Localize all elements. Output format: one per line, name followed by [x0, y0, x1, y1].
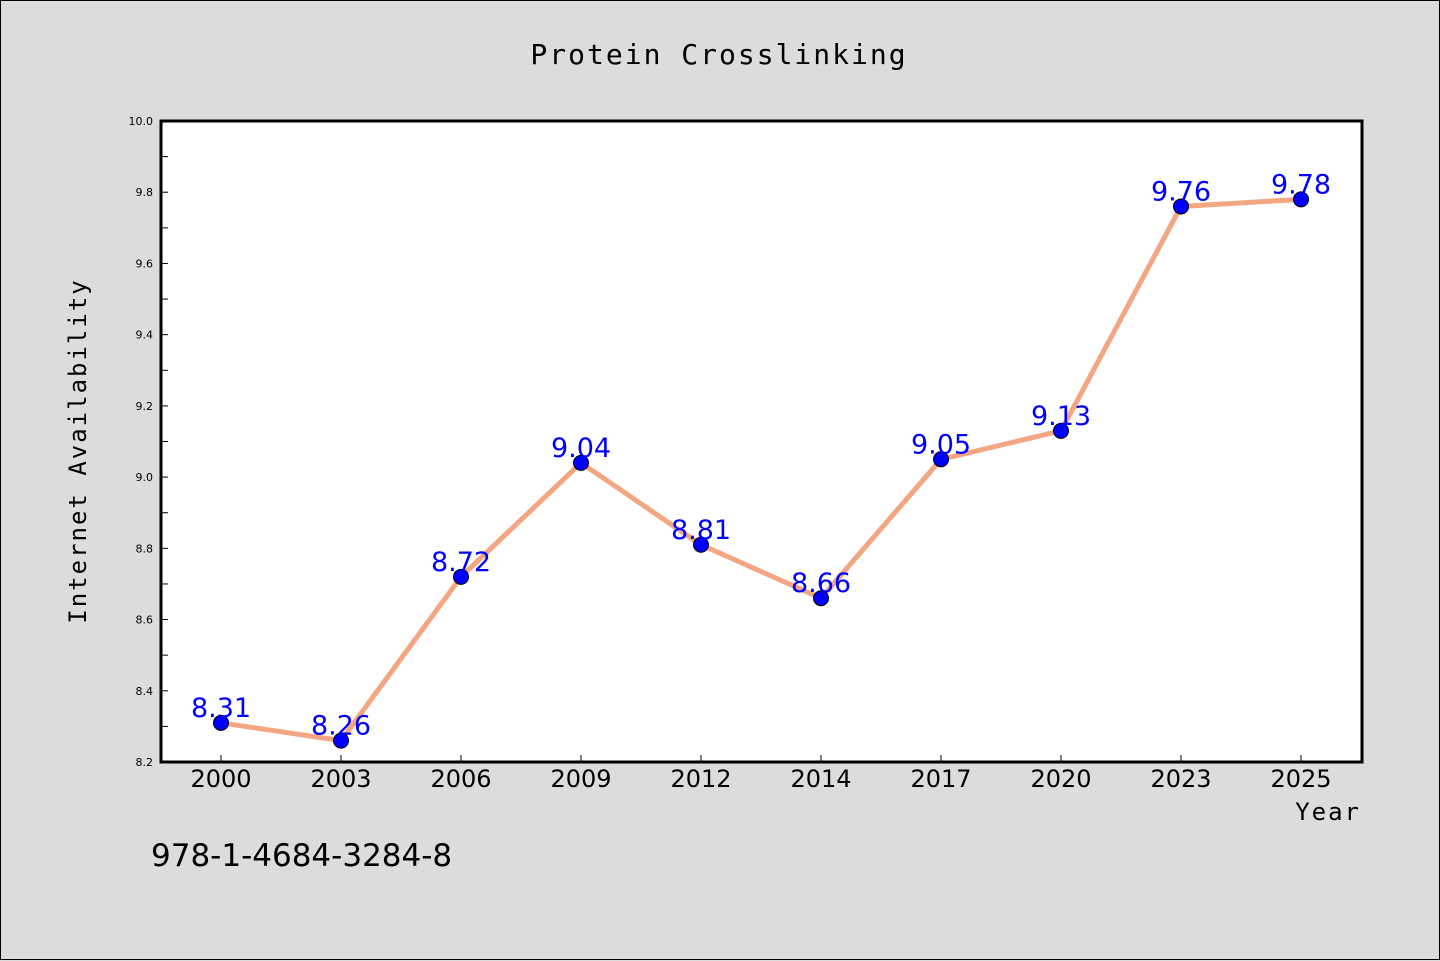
data-point	[1053, 422, 1069, 439]
x-tick-label: 2023	[1150, 765, 1211, 793]
isbn-text: 978-1-4684-3284-8	[151, 838, 452, 874]
y-axis: 8.2 8.4 8.6 8.8 9.0 9.2 9.4 9.6 9.8 10.0	[129, 115, 168, 769]
plot-border	[159, 119, 1364, 764]
x-tick-label: 2020	[1030, 765, 1091, 793]
data-label: 9.05	[911, 429, 971, 460]
y-axis-label: Internet Availability	[64, 278, 92, 623]
x-tick-label: 2025	[1270, 765, 1331, 793]
y-tick-label: 9.8	[136, 186, 154, 199]
y-tick-label: 9.0	[136, 471, 154, 484]
data-point	[213, 714, 229, 731]
data-label: 9.04	[551, 433, 611, 464]
y-tick-label: 9.2	[136, 400, 154, 413]
y-tick-label: 8.4	[136, 685, 154, 698]
x-axis: 2000 2003 2006 2009 2012 2014 2017 2020 2023 2025	[190, 755, 1332, 793]
data-label: 8.26	[311, 711, 371, 742]
plot-area	[161, 121, 1362, 762]
series-line	[218, 196, 1304, 744]
y-tick-label: 8.6	[136, 614, 154, 627]
data-point	[1173, 198, 1189, 215]
y-tick-label: 8.8	[136, 542, 154, 555]
x-tick-label: 2012	[670, 765, 731, 793]
y-tick-label: 10.0	[129, 115, 154, 128]
x-tick-label: 2003	[310, 765, 371, 793]
data-point	[453, 568, 469, 585]
y-tick-label: 8.2	[136, 756, 154, 769]
data-label: 8.72	[431, 547, 491, 578]
x-tick-label: 2014	[790, 765, 851, 793]
data-label: 8.66	[791, 568, 851, 599]
x-tick-label: 2006	[430, 765, 491, 793]
chart-title: Protein Crosslinking	[530, 38, 907, 71]
series-group	[213, 191, 1309, 749]
data-point	[333, 732, 349, 749]
y-tick-label: 9.6	[136, 257, 154, 270]
data-label: 8.81	[671, 515, 731, 546]
data-label: 8.31	[191, 693, 251, 724]
data-point	[693, 536, 709, 553]
x-tick-label: 2009	[550, 765, 611, 793]
data-point	[813, 590, 829, 607]
data-label: 9.78	[1271, 169, 1331, 200]
x-axis-label: Year	[1295, 798, 1361, 826]
data-point	[933, 451, 949, 468]
data-point	[1293, 191, 1309, 208]
x-tick-label: 2017	[910, 765, 971, 793]
data-labels: 8.31 8.26 8.72 9.04 8.81 8.66 9.05 9.13 9.76 9.78	[191, 169, 1331, 741]
x-tick-label: 2000	[190, 765, 251, 793]
y-tick-label: 9.4	[136, 329, 154, 342]
data-label: 9.13	[1031, 401, 1091, 432]
data-point	[573, 454, 589, 471]
data-label: 9.76	[1151, 176, 1211, 207]
